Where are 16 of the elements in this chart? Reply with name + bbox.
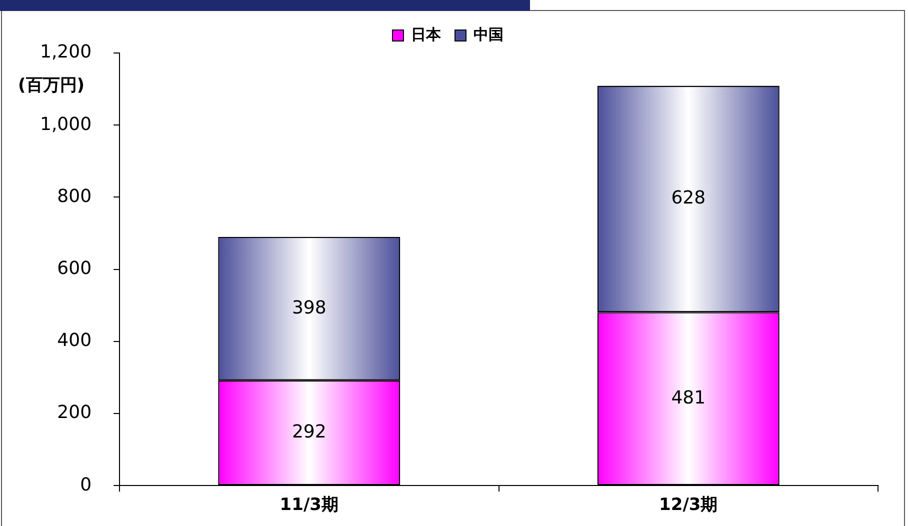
y-tick-label: 1,200 [40, 42, 92, 63]
y-tick-label: 200 [57, 402, 92, 424]
data-label: 398 [292, 297, 326, 318]
legend-label: 日本 [411, 25, 442, 44]
data-label: 481 [671, 387, 706, 408]
y-tick-label: 400 [57, 330, 92, 352]
y-tick-label: 1,000 [40, 114, 92, 135]
x-tick-label: 11/3期 [280, 495, 338, 516]
x-tick-label: 12/3期 [659, 495, 718, 516]
y-tick-label: 600 [57, 258, 92, 279]
y-tick-label: 800 [57, 186, 92, 207]
y-tick-label: 0 [80, 474, 92, 496]
data-label: 628 [671, 188, 706, 209]
y-axis-title: (百万円) [18, 75, 85, 96]
data-label: 292 [292, 421, 326, 442]
legend-label: 中国 [474, 25, 504, 44]
